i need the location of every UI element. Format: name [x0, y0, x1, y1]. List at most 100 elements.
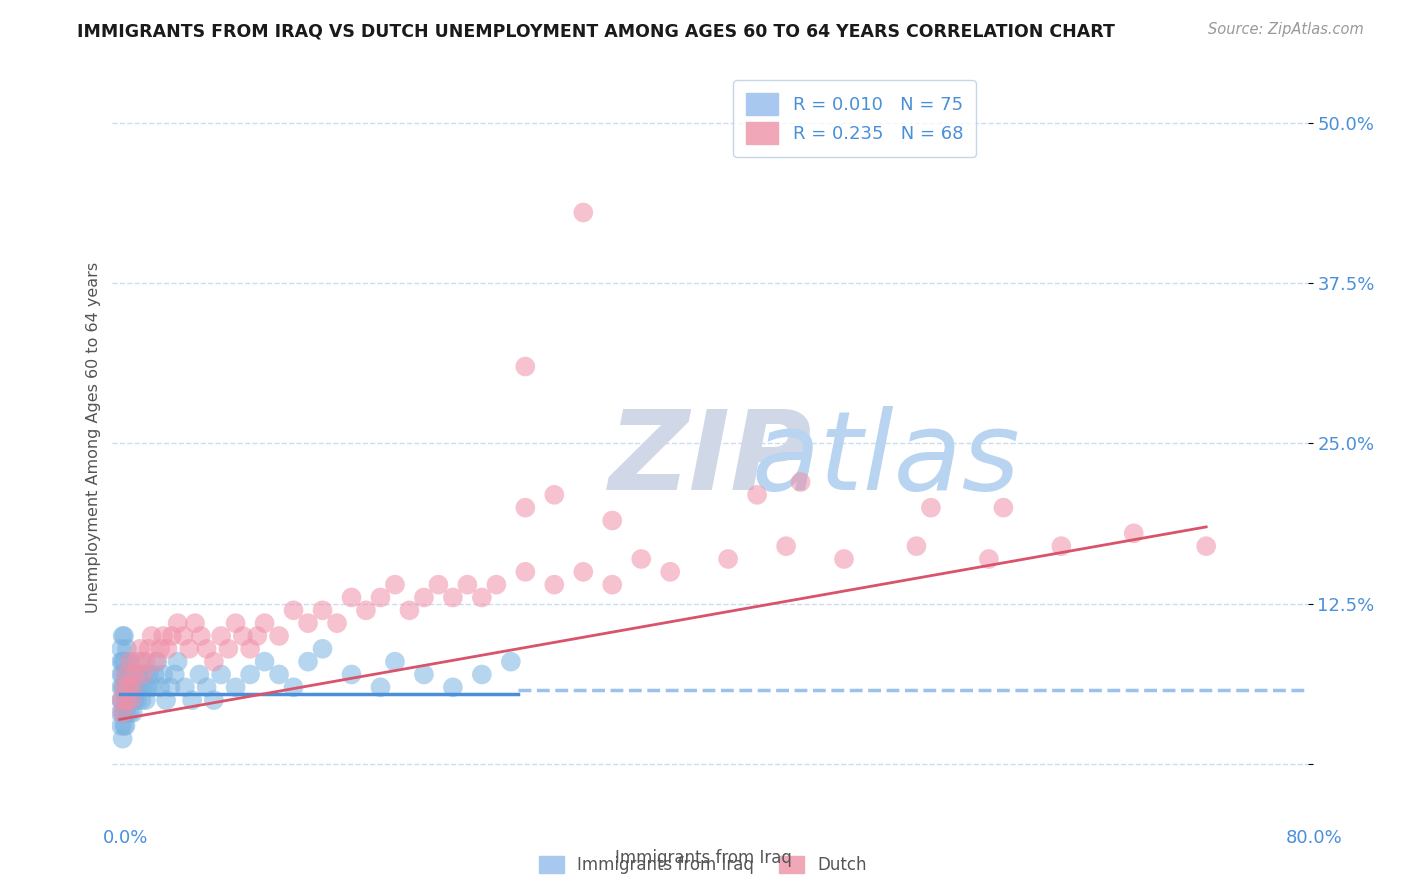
- Point: [110, 681, 132, 695]
- Point: [181, 693, 204, 707]
- Point: [128, 667, 150, 681]
- Point: [163, 667, 186, 681]
- Point: [117, 681, 139, 695]
- Point: [127, 655, 149, 669]
- Point: [132, 667, 155, 681]
- Point: [112, 655, 135, 669]
- Point: [267, 667, 290, 681]
- Point: [1195, 539, 1218, 553]
- Point: [1122, 526, 1144, 541]
- Point: [630, 552, 652, 566]
- Point: [118, 655, 141, 669]
- Point: [149, 641, 172, 656]
- Point: [384, 577, 406, 591]
- Point: [112, 681, 135, 695]
- Point: [499, 655, 522, 669]
- Point: [166, 616, 188, 631]
- Point: [131, 655, 153, 669]
- Point: [160, 629, 183, 643]
- Point: [775, 539, 797, 553]
- Point: [413, 591, 436, 605]
- Point: [202, 693, 225, 707]
- Point: [110, 719, 132, 733]
- Point: [136, 681, 159, 695]
- Point: [441, 591, 464, 605]
- Point: [232, 629, 254, 643]
- Point: [143, 667, 166, 681]
- Point: [110, 693, 132, 707]
- Point: [340, 591, 363, 605]
- Point: [121, 681, 143, 695]
- Point: [110, 667, 132, 681]
- Point: [190, 629, 212, 643]
- Point: [111, 629, 134, 643]
- Point: [114, 667, 136, 681]
- Point: [110, 706, 132, 720]
- Point: [184, 616, 207, 631]
- Point: [600, 514, 623, 528]
- Point: [112, 706, 135, 720]
- Text: atlas: atlas: [752, 406, 1021, 513]
- Point: [114, 667, 136, 681]
- Point: [138, 641, 160, 656]
- Point: [115, 641, 138, 656]
- Point: [456, 577, 478, 591]
- Point: [111, 667, 134, 681]
- Point: [485, 577, 508, 591]
- Point: [120, 693, 142, 707]
- Point: [127, 693, 149, 707]
- Point: [146, 655, 169, 669]
- Point: [246, 629, 269, 643]
- Point: [141, 681, 163, 695]
- Point: [114, 719, 136, 733]
- Point: [515, 359, 537, 374]
- Point: [111, 655, 134, 669]
- Point: [905, 539, 928, 553]
- Legend: R = 0.010   N = 75, R = 0.235   N = 68: R = 0.010 N = 75, R = 0.235 N = 68: [733, 80, 976, 157]
- Point: [253, 655, 276, 669]
- Point: [179, 641, 201, 656]
- Point: [413, 667, 436, 681]
- Point: [515, 500, 537, 515]
- Y-axis label: Unemployment Among Ages 60 to 64 years: Unemployment Among Ages 60 to 64 years: [86, 261, 101, 613]
- Text: ZIP: ZIP: [609, 406, 811, 513]
- Point: [441, 681, 464, 695]
- Point: [131, 693, 153, 707]
- Point: [239, 641, 262, 656]
- Point: [993, 500, 1015, 515]
- Point: [112, 629, 135, 643]
- Point: [920, 500, 942, 515]
- Point: [471, 667, 494, 681]
- Legend: Immigrants from Iraq, Dutch: Immigrants from Iraq, Dutch: [533, 849, 873, 881]
- Point: [111, 706, 134, 720]
- Point: [297, 655, 319, 669]
- Point: [283, 603, 305, 617]
- Point: [156, 641, 179, 656]
- Point: [202, 655, 225, 669]
- Point: [121, 706, 143, 720]
- Point: [110, 641, 132, 656]
- Point: [326, 616, 349, 631]
- Point: [110, 693, 132, 707]
- Point: [217, 641, 239, 656]
- Point: [253, 616, 276, 631]
- Point: [122, 667, 145, 681]
- Point: [115, 693, 138, 707]
- Point: [114, 693, 136, 707]
- Point: [225, 681, 247, 695]
- Point: [129, 641, 152, 656]
- Point: [267, 629, 290, 643]
- Text: Immigrants from Iraq: Immigrants from Iraq: [614, 849, 792, 867]
- Point: [112, 681, 135, 695]
- Point: [572, 205, 595, 219]
- Point: [572, 565, 595, 579]
- Point: [659, 565, 682, 579]
- Point: [115, 706, 138, 720]
- Point: [117, 667, 139, 681]
- Point: [600, 577, 623, 591]
- Point: [789, 475, 811, 489]
- Point: [155, 693, 177, 707]
- Point: [354, 603, 377, 617]
- Point: [122, 693, 145, 707]
- Point: [159, 681, 181, 695]
